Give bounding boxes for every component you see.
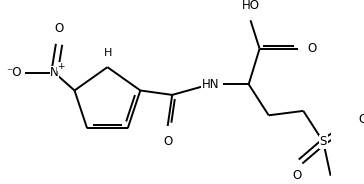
Text: O: O [307,42,316,55]
Text: N: N [50,66,59,79]
Text: O: O [163,135,172,148]
Text: HN: HN [202,78,219,91]
Text: S: S [320,135,327,148]
Text: HO: HO [241,0,260,12]
Text: ⁻O: ⁻O [6,66,22,79]
Text: O: O [359,113,364,126]
Text: H: H [104,48,112,58]
Text: O: O [55,22,64,35]
Text: O: O [292,169,301,183]
Text: +: + [57,62,65,71]
